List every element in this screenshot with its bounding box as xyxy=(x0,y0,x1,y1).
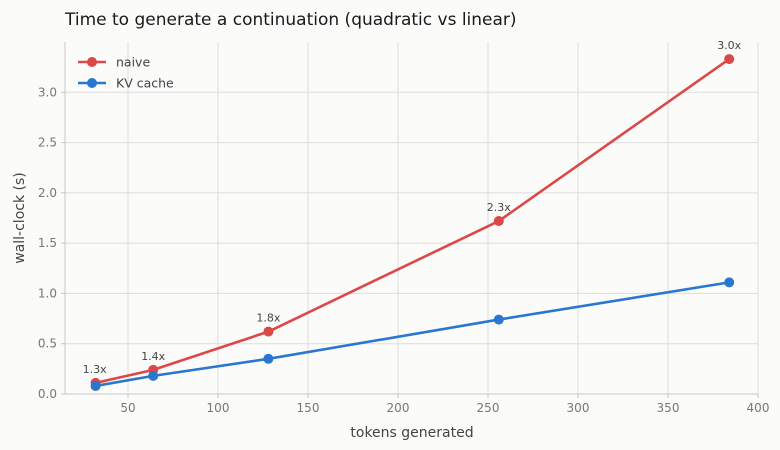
y-axis-label: wall-clock (s) xyxy=(12,172,28,264)
speedup-annotation: 1.4x xyxy=(141,350,165,363)
x-tick-label: 100 xyxy=(207,401,230,415)
x-tick-label: 400 xyxy=(747,401,770,415)
y-tick-label: 0.0 xyxy=(38,387,57,401)
series-line-kv-cache xyxy=(95,281,730,388)
data-point-naive xyxy=(493,216,504,227)
x-axis-label: tokens generated xyxy=(350,425,473,441)
speedup-annotation: 1.8x xyxy=(256,312,280,325)
legend: naive KV cache xyxy=(78,55,174,91)
chart-title: Time to generate a continuation (quadrat… xyxy=(64,10,517,30)
y-tick-label: 1.0 xyxy=(38,286,57,300)
legend-label: KV cache xyxy=(116,76,174,91)
speedup-annotation: 1.3x xyxy=(83,363,107,376)
data-point-kv-cache xyxy=(90,380,101,391)
x-tick-label: 50 xyxy=(120,401,135,415)
speedup-annotation: 2.3x xyxy=(487,201,511,214)
x-tick-label: 250 xyxy=(477,401,500,415)
x-tick-label: 350 xyxy=(657,401,680,415)
x-tick-label: 200 xyxy=(387,401,410,415)
data-point-kv-cache xyxy=(263,353,274,364)
data-point-naive xyxy=(263,326,274,337)
y-tick-label: 1.5 xyxy=(38,236,57,250)
legend-marker xyxy=(87,57,97,67)
speedup-annotation: 3.0x xyxy=(717,39,741,52)
legend-label: naive xyxy=(116,55,150,70)
y-tick-label: 2.0 xyxy=(38,186,57,200)
legend-marker xyxy=(87,78,97,88)
x-tick-label: 150 xyxy=(297,401,320,415)
y-tick-label: 2.5 xyxy=(38,136,57,150)
data-point-kv-cache xyxy=(724,277,735,288)
x-tick-label: 300 xyxy=(567,401,590,415)
y-tick-label: 0.5 xyxy=(38,337,57,351)
data-point-kv-cache xyxy=(493,314,504,325)
data-point-kv-cache xyxy=(148,370,159,381)
data-point-naive xyxy=(724,54,735,65)
y-tick-label: 3.0 xyxy=(38,85,57,99)
